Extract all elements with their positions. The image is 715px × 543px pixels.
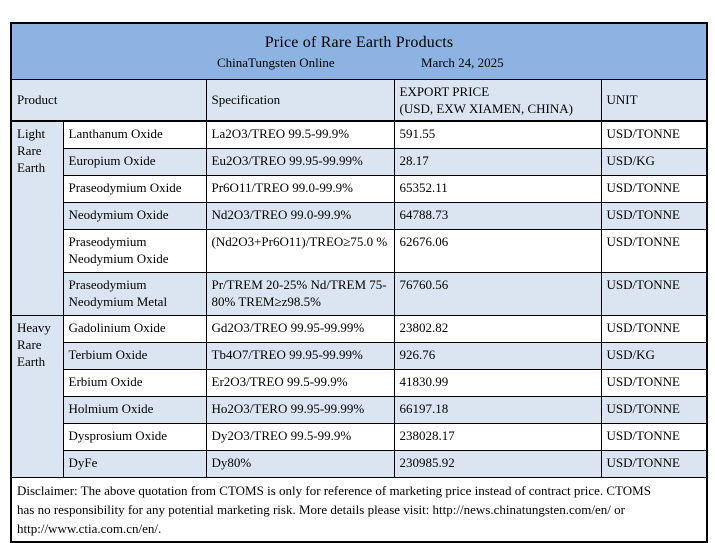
unit-cell: USD/TONNE [600,228,708,273]
price-cell: 41830.99 [393,368,602,397]
spec-cell: (Nd2O3+Pr6O11)/TREO≥75.0 % [205,228,395,273]
unit-cell: USD/TONNE [600,174,708,203]
spec-cell: Er2O3/TREO 99.5-99.9% [205,368,395,397]
disclaimer-line: has no responsibility for any potential … [17,501,625,517]
table-row: DyFe Dy80% 230985.92 USD/TONNE [11,449,708,478]
disclaimer-cell: Disclaimer: The above quotation from CTO… [10,476,708,542]
table-row: Europium Oxide Eu2O3/TREO 99.95-99.99% 2… [11,147,708,176]
price-cell: 591.55 [393,120,602,149]
group-label-light-rare-earth: Light Rare Earth [10,120,64,316]
price-cell: 238028.17 [393,422,602,451]
price-cell: 23802.82 [393,314,602,343]
title-cell: Price of Rare Earth Products ChinaTungst… [10,22,708,80]
title-row: Price of Rare Earth Products ChinaTungst… [10,22,708,80]
unit-cell: USD/TONNE [600,314,708,343]
price-cell: 62676.06 [393,228,602,273]
unit-cell: USD/TONNE [600,395,708,424]
spec-cell: Nd2O3/TREO 99.0-99.9% [205,201,395,230]
table-row: Erbium Oxide Er2O3/TREO 99.5-99.9% 41830… [11,368,708,397]
price-cell: 28.17 [393,147,602,176]
product-cell: Neodymium Oxide [62,201,207,230]
spec-cell: Eu2O3/TREO 99.95-99.99% [205,147,395,176]
spec-cell: Tb4O7/TREO 99.95-99.99% [205,341,395,370]
table-row: Neodymium Oxide Nd2O3/TREO 99.0-99.9% 64… [11,201,708,230]
table-row: Praseodymium Neodymium Oxide (Nd2O3+Pr6O… [11,228,708,273]
price-cell: 66197.18 [393,395,602,424]
spec-cell: Ho2O3/TERO 99.95-99.99% [205,395,395,424]
price-cell: 65352.11 [393,174,602,203]
table-row: Heavy Rare Earth Gadolinium Oxide Gd2O3/… [10,314,708,478]
spec-cell: Dy80% [205,449,395,478]
unit-cell: USD/TONNE [600,120,708,149]
product-cell: Praseodymium Oxide [62,174,207,203]
subtitle-line: ChinaTungsten Online March 24, 2025 [17,52,701,76]
source-name: ChinaTungsten Online [217,55,335,70]
table-row: Holmium Oxide Ho2O3/TERO 99.95-99.99% 66… [11,395,708,424]
product-cell: Gadolinium Oxide [62,314,207,343]
export-price-line2: (USD, EXW XIAMEN, CHINA) [399,101,573,116]
spec-cell: La2O3/TREO 99.5-99.9% [205,120,395,149]
group-label-heavy-rare-earth: Heavy Rare Earth [10,314,64,478]
spec-cell: Pr/TREM 20-25% Nd/TREM 75-80% TREM≥z98.5… [205,271,395,316]
col-header-export-price: EXPORT PRICE (USD, EXW XIAMEN, CHINA) [393,79,602,122]
spec-cell: Pr6O11/TREO 99.0-99.9% [205,174,395,203]
product-cell: Lanthanum Oxide [62,120,207,149]
unit-cell: USD/TONNE [600,449,708,478]
table-row: Praseodymium Neodymium Metal Pr/TREM 20-… [11,271,708,316]
unit-cell: USD/TONNE [600,271,708,316]
spec-cell: Dy2O3/TREO 99.5-99.9% [205,422,395,451]
product-cell: Holmium Oxide [62,395,207,424]
table-row: Dysprosium Oxide Dy2O3/TREO 99.5-99.9% 2… [11,422,708,451]
price-date: March 24, 2025 [421,55,504,70]
product-cell: Erbium Oxide [62,368,207,397]
unit-cell: USD/KG [600,147,708,176]
col-header-unit: UNIT [600,79,708,122]
disclaimer-line: http://www.ctia.com.cn/en/. [17,520,162,536]
product-cell: Praseodymium Neodymium Oxide [62,228,207,273]
disclaimer-row: Disclaimer: The above quotation from CTO… [10,476,708,542]
spec-cell: Gd2O3/TREO 99.95-99.99% [205,314,395,343]
product-cell: Europium Oxide [62,147,207,176]
column-header-row: Product Specification EXPORT PRICE (USD,… [10,79,708,122]
page-title: Price of Rare Earth Products [264,34,454,51]
unit-cell: USD/KG [600,341,708,370]
col-header-product: Product [10,79,207,122]
unit-cell: USD/TONNE [600,201,708,230]
table-row: Terbium Oxide Tb4O7/TREO 99.95-99.99% 92… [11,341,708,370]
table-row: Praseodymium Oxide Pr6O11/TREO 99.0-99.9… [11,174,708,203]
product-cell: DyFe [62,449,207,478]
col-header-specification: Specification [205,79,395,122]
product-cell: Dysprosium Oxide [62,422,207,451]
disclaimer-line: Disclaimer: The above quotation from CTO… [17,482,651,498]
price-cell: 64788.73 [393,201,602,230]
price-cell: 230985.92 [393,449,602,478]
table-row: Light Rare Earth Lanthanum Oxide La2O3/T… [10,120,708,316]
price-cell: 76760.56 [393,271,602,316]
product-cell: Terbium Oxide [62,341,207,370]
export-price-line1: EXPORT PRICE [399,84,490,99]
unit-cell: USD/TONNE [600,368,708,397]
price-table: Price of Rare Earth Products ChinaTungst… [10,22,709,543]
product-cell: Praseodymium Neodymium Metal [62,271,207,316]
price-cell: 926.76 [393,341,602,370]
unit-cell: USD/TONNE [600,422,708,451]
